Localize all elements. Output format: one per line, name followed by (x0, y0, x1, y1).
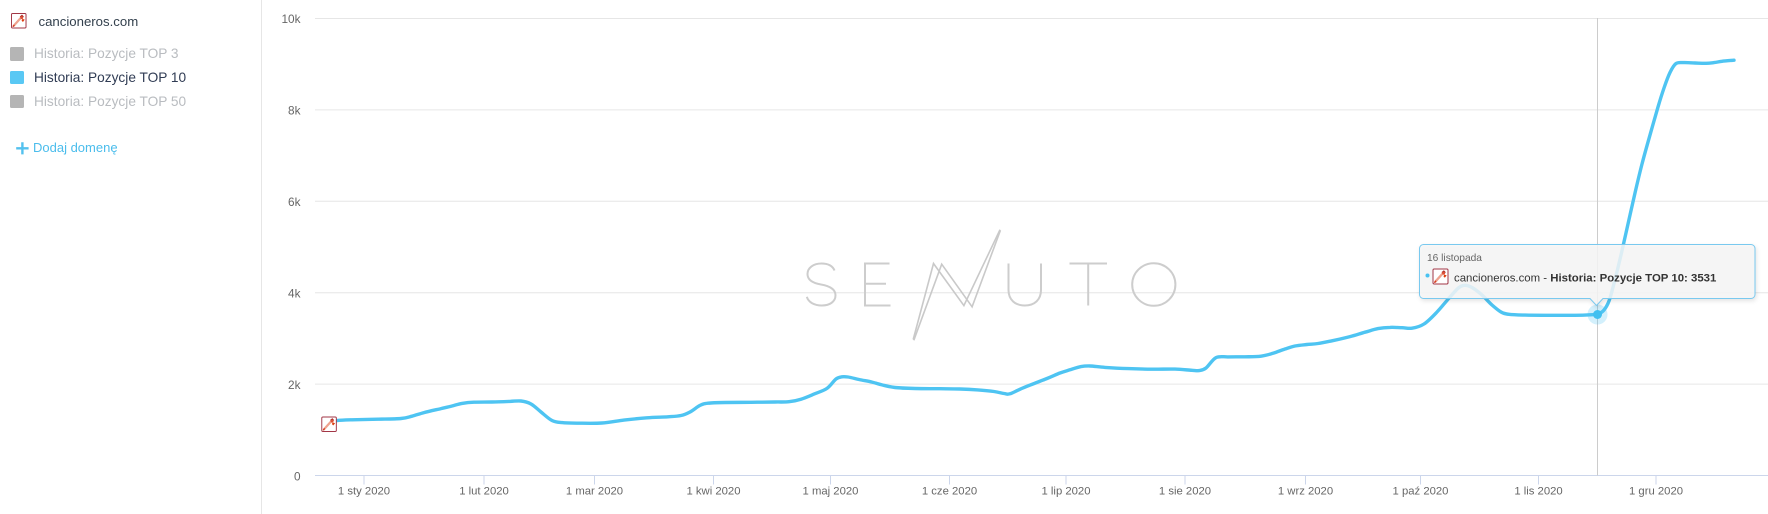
svg-text:0: 0 (294, 470, 301, 484)
svg-text:1 maj 2020: 1 maj 2020 (803, 486, 859, 498)
svg-text:8k: 8k (288, 104, 301, 118)
svg-text:6k: 6k (288, 195, 301, 209)
svg-text:10k: 10k (281, 12, 300, 26)
svg-text:1 paź 2020: 1 paź 2020 (1393, 486, 1449, 498)
svg-text:1 cze 2020: 1 cze 2020 (922, 486, 977, 498)
svg-text:1 gru 2020: 1 gru 2020 (1629, 486, 1683, 498)
svg-text:2k: 2k (288, 378, 301, 392)
svg-text:16 listopada: 16 listopada (1427, 253, 1482, 264)
svg-text:1 sie 2020: 1 sie 2020 (1159, 486, 1211, 498)
svg-text:1 lut 2020: 1 lut 2020 (459, 486, 509, 498)
svg-text:1 lis 2020: 1 lis 2020 (1514, 486, 1562, 498)
svg-text:1 mar 2020: 1 mar 2020 (566, 486, 623, 498)
svg-text:4k: 4k (288, 287, 301, 301)
svg-text:1 sty 2020: 1 sty 2020 (338, 486, 390, 498)
svg-text:1 lip 2020: 1 lip 2020 (1042, 486, 1091, 498)
svg-text:1 kwi 2020: 1 kwi 2020 (686, 486, 740, 498)
svg-text:1 wrz 2020: 1 wrz 2020 (1278, 486, 1333, 498)
svg-text:cancioneros.com - Historia: Po: cancioneros.com - Historia: Pozycje TOP … (1454, 273, 1717, 285)
